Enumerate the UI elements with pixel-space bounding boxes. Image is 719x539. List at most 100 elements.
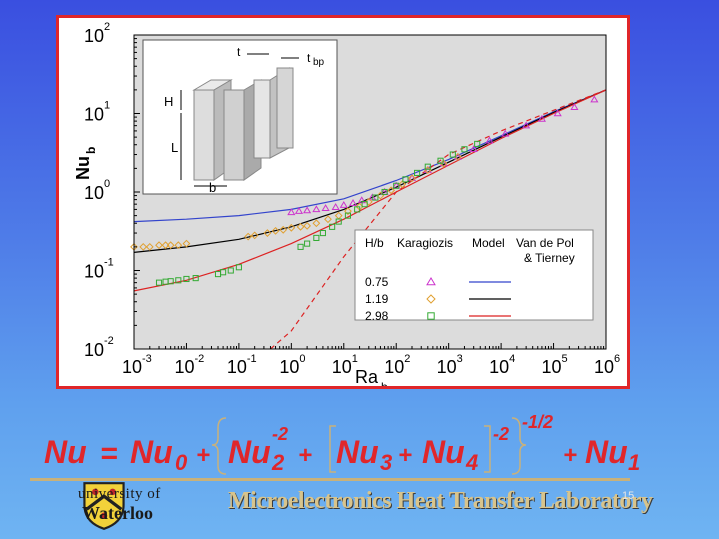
data-point-square: [175, 277, 182, 284]
data-point-diamond: [166, 241, 175, 250]
data-point-square: [192, 275, 199, 282]
legend-header-model: Model: [472, 236, 505, 250]
data-point-triangle: [553, 109, 562, 117]
data-point-triangle: [294, 206, 304, 214]
axes: 10 -3 10 -2 10 -1 10 0 10 1 10 2 10 3 10 4 10 5 10 610 -210-…: [73, 21, 620, 386]
x-tick-label: 10: [227, 357, 247, 377]
x-tick-label: 10: [542, 357, 562, 377]
x-tick-label-exp: -3: [142, 353, 152, 365]
x-tick-label-exp: 1: [352, 353, 358, 365]
data-point-diamond: [174, 241, 183, 250]
x-tick-label-exp: 2: [404, 353, 410, 365]
x-tick-label-exp: -2: [194, 353, 204, 365]
footer-rule: [30, 478, 630, 481]
x-tick-label-exp: 6: [614, 353, 620, 365]
university-name-line2: Waterloo: [82, 503, 153, 523]
formula-outer-sup: -1/2: [522, 412, 553, 432]
chart-frame: 10 -3 10 -2 10 -1 10 0 10 1 10 2 10 3 10 4 10 5 10 6 10 -2 10-…: [56, 15, 630, 389]
x-tick-label: 10: [332, 357, 352, 377]
y-tick-label-exp: -2: [104, 335, 114, 347]
legend: H/b Karagiozis Model Van de Pol & Tierne…: [354, 229, 594, 323]
inset-fin-2: [223, 89, 245, 181]
x-tick-label: 10: [437, 357, 457, 377]
data-point-diamond: [287, 223, 296, 232]
shield-lion-2: [109, 488, 116, 496]
x-tick-label-exp: 4: [509, 353, 515, 365]
inset-label-l: L: [171, 140, 178, 155]
data-point-square: [424, 163, 431, 170]
data-point-square: [402, 176, 409, 183]
data-point-triangle: [537, 114, 546, 122]
data-point-diamond: [244, 232, 253, 241]
y-axis-label: Nu: [73, 156, 93, 180]
data-point-triangle: [501, 129, 510, 137]
data-point-square: [461, 146, 468, 153]
data-point-square: [227, 267, 234, 274]
data-point-square: [393, 182, 400, 189]
legend-row-label: 2.98: [365, 309, 389, 323]
data-point-square: [372, 194, 379, 201]
data-point-square: [354, 206, 361, 213]
formula-plus-4: +: [563, 442, 577, 469]
data-point-square: [313, 234, 320, 241]
x-tick-label: 10: [122, 357, 142, 377]
legend-rows: 0.75 1.19 2.98: [365, 275, 511, 323]
data-point-triangle: [485, 136, 494, 144]
x-tick-label-exp: 3: [457, 353, 463, 365]
data-point-square: [220, 269, 227, 276]
legend-box: [354, 229, 594, 321]
data-point-triangle: [303, 206, 312, 214]
shield-lion-1: [92, 488, 99, 496]
y-tick-label-exp: 2: [104, 21, 110, 33]
y-tick-label-exp: 1: [104, 100, 110, 112]
x-axis-label: Ra: [355, 367, 379, 386]
formula-nu1-sub: 1: [628, 450, 640, 475]
data-point-square: [335, 218, 342, 225]
formula-inner-bracket-right: [484, 425, 491, 473]
y-tick-label: 10: [84, 26, 104, 46]
data-point-square: [235, 264, 242, 271]
formula-plus-2: +: [298, 442, 312, 469]
legend-marker-square: [427, 312, 435, 320]
formula-plus-3: +: [398, 442, 412, 469]
data-point-triangle: [331, 203, 340, 210]
formula-nu1: Nu: [585, 434, 628, 470]
y-tick-label: 10: [84, 262, 104, 282]
university-name-line1: university of: [78, 486, 161, 502]
data-point-triangle: [522, 121, 531, 129]
data-point-triangle: [287, 208, 296, 216]
data-point-square: [381, 188, 388, 196]
data-point-diamond: [263, 229, 272, 237]
legend-marker-triangle: [426, 277, 436, 286]
data-point-square: [414, 169, 421, 176]
legend-header-hb: H/b: [365, 236, 384, 250]
legend-row-label: 1.19: [365, 292, 389, 306]
legend-header-tierney: & Tierney: [524, 251, 575, 265]
y-tick-label: 10: [84, 340, 104, 360]
formula-nu4-sub: 4: [465, 450, 478, 475]
formula: Nu = Nu 0 + Nu 2 -2 + Nu 3 + Nu 4 -2 -1/…: [44, 412, 640, 475]
data-point-diamond: [364, 197, 373, 206]
formula-eq: =: [100, 437, 118, 470]
x-tick-label: 10: [279, 357, 299, 377]
data-point-square: [183, 275, 190, 283]
x-tick-label-exp: -1: [247, 353, 257, 365]
data-point-triangle: [469, 145, 478, 153]
x-tick-label: 10: [489, 357, 509, 377]
x-tick-label: 10: [594, 357, 614, 377]
data-point-square: [319, 229, 326, 237]
legend-header-karagiozis: Karagiozis: [397, 236, 453, 250]
data-point-diamond: [155, 241, 163, 250]
formula-outer-brace-left: [211, 417, 227, 475]
data-point-diamond: [250, 231, 259, 240]
legend-marker-diamond: [426, 294, 436, 304]
data-point-diamond: [296, 222, 305, 231]
inset-label-tbp-sub: bp: [313, 57, 325, 68]
x-axis-label-sub: b: [381, 380, 388, 386]
formula-inner-bracket-left: [329, 425, 336, 473]
y-tick-label-exp: -1: [104, 257, 114, 269]
formula-outer-brace-right: [511, 417, 527, 475]
shield-lion-3: [100, 512, 108, 520]
legend-header-vandepol: Van de Pol: [516, 236, 574, 250]
data-point-triangle: [590, 95, 599, 103]
